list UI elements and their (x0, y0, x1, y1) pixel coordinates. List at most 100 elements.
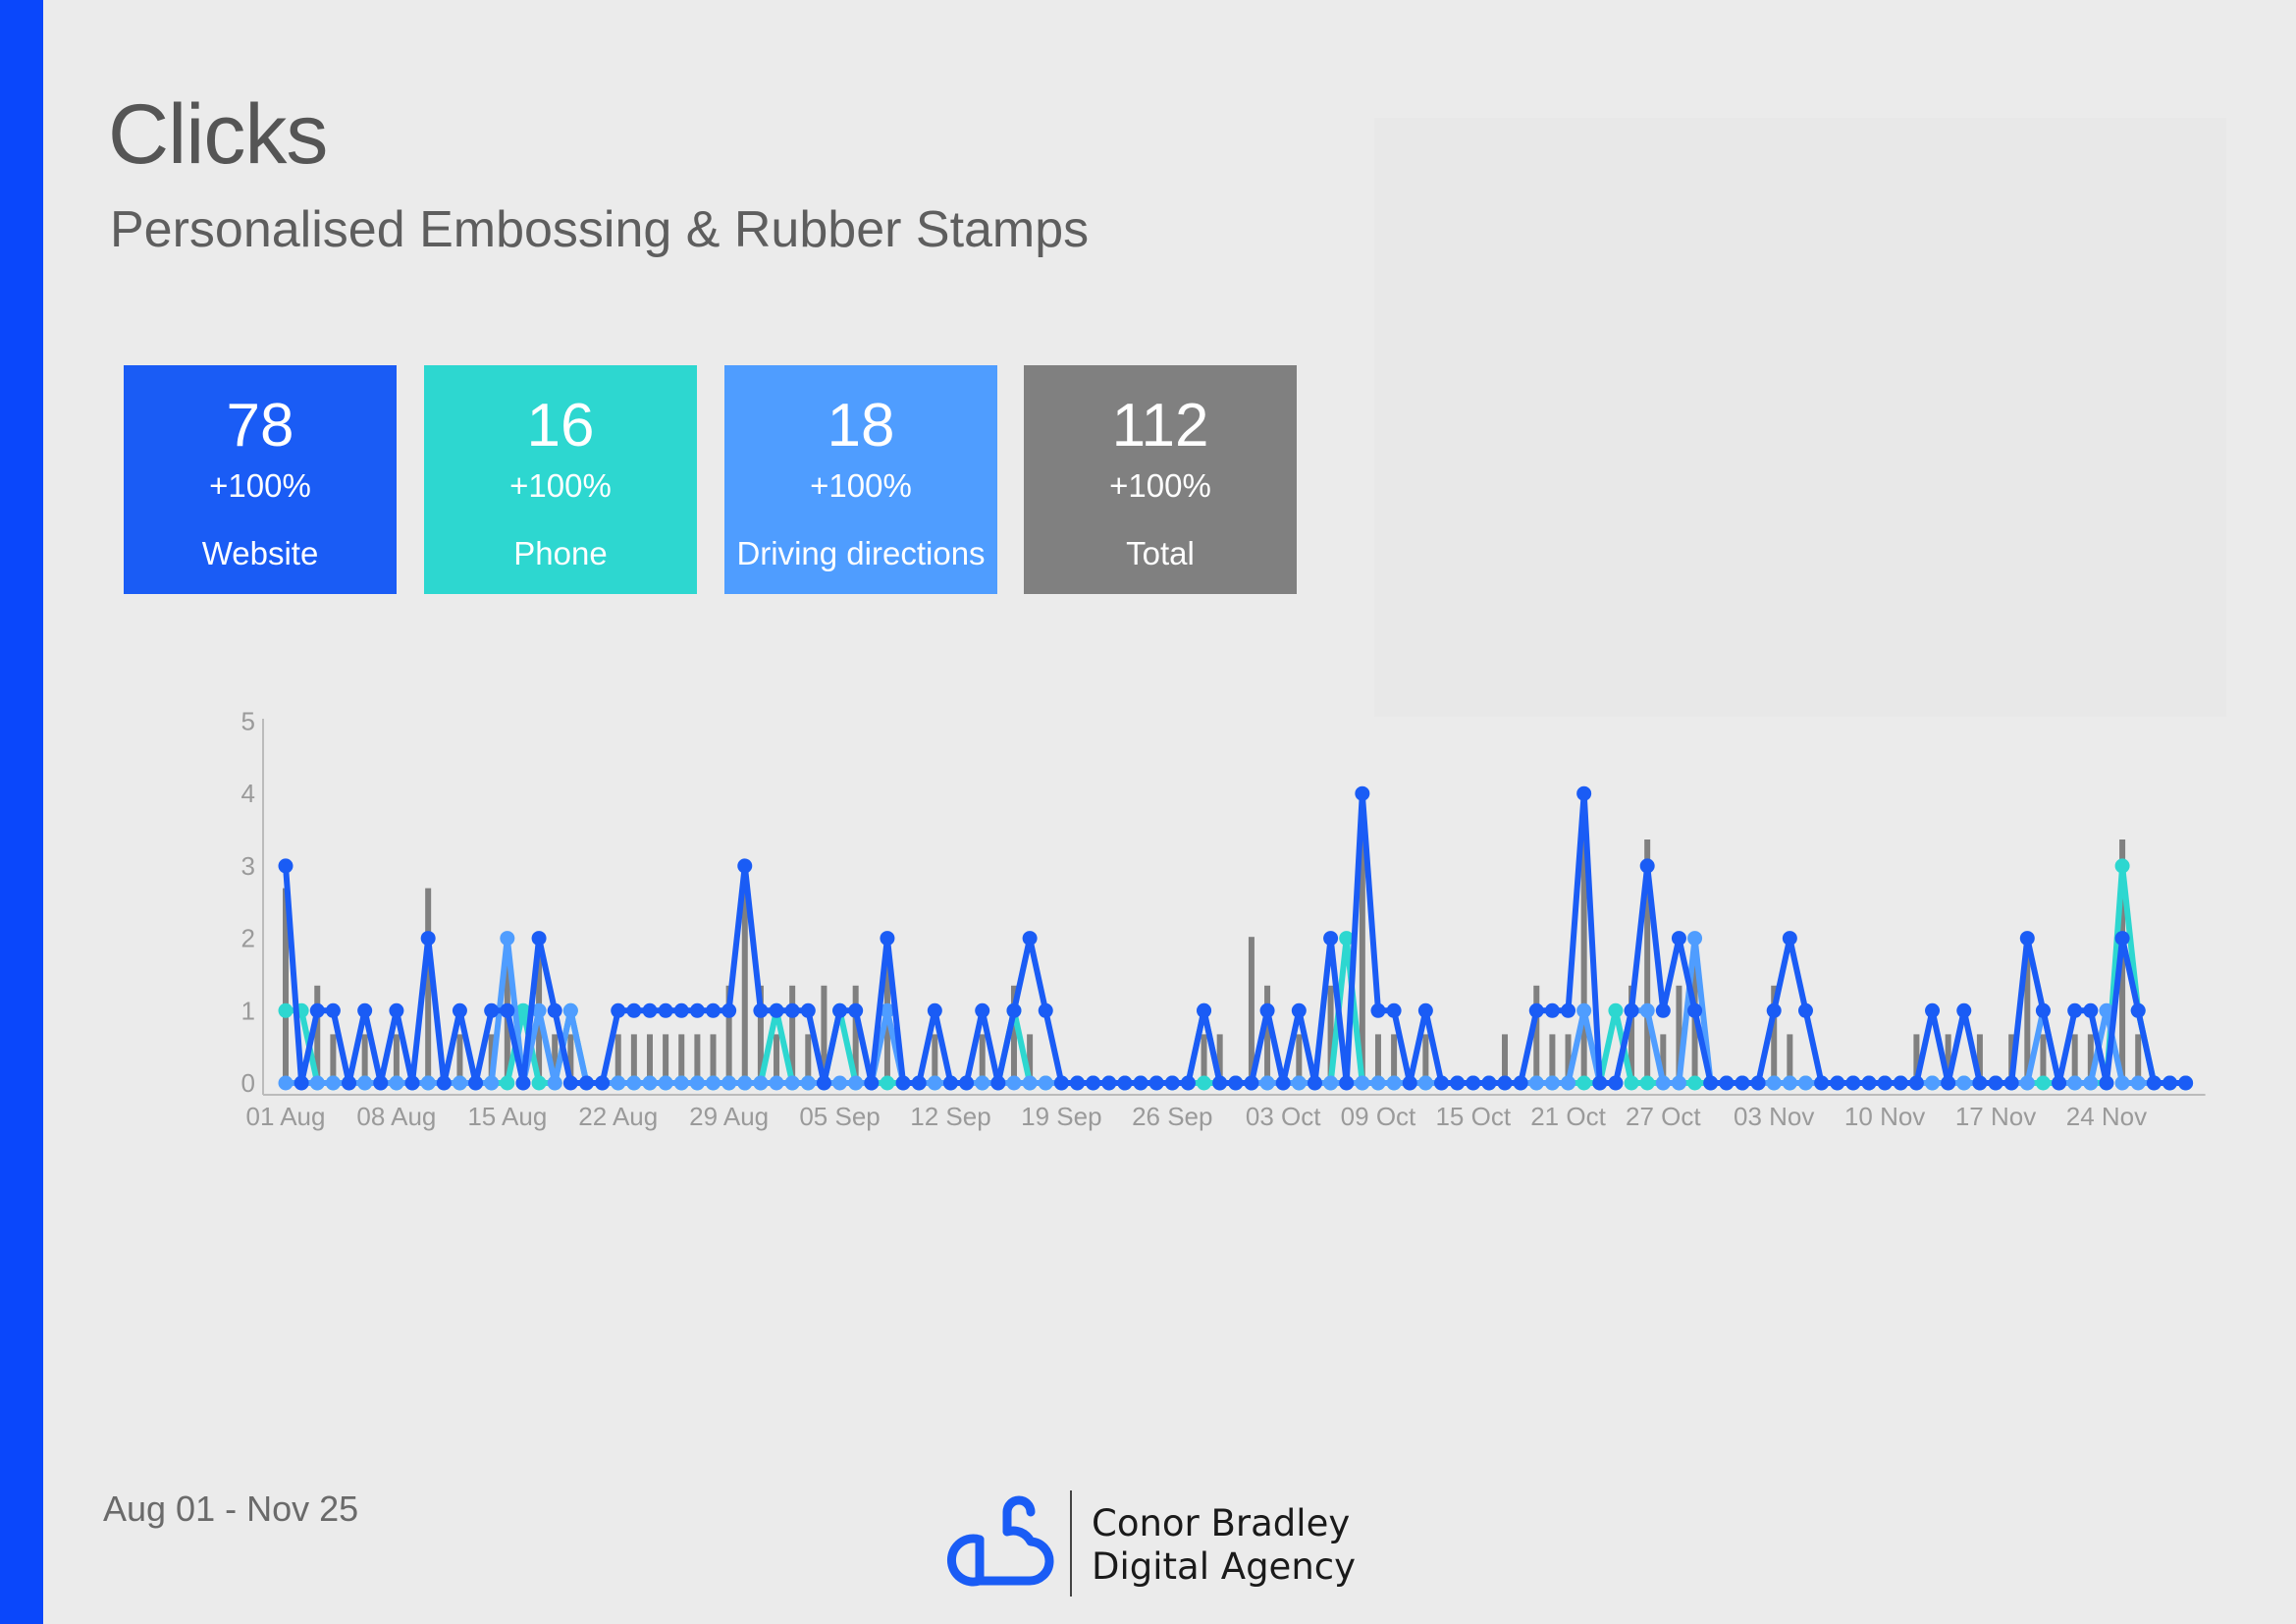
data-point (1259, 1002, 1275, 1018)
data-point (1639, 1075, 1655, 1091)
data-point (816, 1075, 831, 1091)
data-point (927, 1075, 942, 1091)
data-point (1197, 1075, 1212, 1091)
y-tick-label: 3 (241, 851, 255, 881)
data-point (2146, 1075, 2162, 1091)
data-point (404, 1075, 420, 1091)
data-point (848, 1075, 864, 1091)
total-change: +100% (1109, 467, 1211, 504)
data-point (1291, 1075, 1307, 1091)
bar (932, 1034, 938, 1083)
data-point (1687, 1075, 1703, 1091)
data-point (2130, 1002, 2146, 1018)
bar (1644, 839, 1651, 1083)
data-point (1925, 1075, 1941, 1091)
bar (552, 1034, 559, 1083)
data-point (342, 1075, 357, 1091)
data-point (721, 1075, 737, 1091)
data-point (1544, 1002, 1560, 1018)
driving-directions-change: +100% (810, 467, 912, 504)
data-point (1038, 1002, 1053, 1018)
bar (1216, 1034, 1223, 1083)
data-point (1814, 1075, 1830, 1091)
bar (1248, 937, 1255, 1083)
bar (663, 1034, 669, 1083)
data-point (1908, 1075, 1924, 1091)
data-point (420, 1075, 436, 1091)
page-subtitle: Personalised Embossing & Rubber Stamps (110, 201, 1090, 258)
bar (774, 1034, 780, 1083)
data-point (1608, 1075, 1624, 1091)
data-point (1307, 1075, 1322, 1091)
phone-count: 16 (526, 392, 595, 460)
data-point (1259, 1075, 1275, 1091)
data-point (1417, 1002, 1433, 1018)
data-point (1355, 1075, 1370, 1091)
bar (1629, 985, 1635, 1083)
data-point (1941, 1075, 1956, 1091)
data-point (1639, 1002, 1655, 1018)
data-point (309, 1002, 325, 1018)
data-point (1022, 1075, 1038, 1091)
data-point (531, 1075, 547, 1091)
x-tick-label: 05 Sep (799, 1102, 880, 1131)
y-tick-label: 1 (241, 996, 255, 1025)
data-point (1450, 1075, 1466, 1091)
data-point (1528, 1075, 1544, 1091)
data-point (1323, 1075, 1339, 1091)
data-point (1877, 1075, 1893, 1091)
data-point (1561, 1075, 1576, 1091)
x-tick-label: 26 Sep (1132, 1102, 1212, 1131)
data-point (1528, 1002, 1544, 1018)
data-point (753, 1075, 769, 1091)
data-point (278, 1075, 294, 1091)
data-point (800, 1075, 816, 1091)
data-point (1655, 1002, 1671, 1018)
data-point (1687, 1002, 1703, 1018)
data-point (769, 1002, 784, 1018)
data-point (500, 931, 515, 947)
data-point (737, 1075, 753, 1091)
data-point (642, 1075, 658, 1091)
bar (757, 985, 764, 1083)
data-point (1782, 1075, 1797, 1091)
bar (1201, 1034, 1207, 1083)
data-point (1925, 1002, 1941, 1018)
bar (678, 1034, 685, 1083)
data-point (1481, 1075, 1497, 1091)
data-point (1433, 1075, 1449, 1091)
data-point (1735, 1075, 1750, 1091)
y-tick-label: 4 (241, 779, 255, 808)
x-tick-label: 01 Aug (246, 1102, 326, 1131)
data-point (2083, 1002, 2099, 1018)
data-point (2130, 1075, 2146, 1091)
data-point (547, 1075, 562, 1091)
data-point (927, 1002, 942, 1018)
data-point (1386, 1002, 1402, 1018)
bar (2087, 1034, 2094, 1083)
data-point (1750, 1075, 1766, 1091)
data-point (784, 1075, 800, 1091)
y-tick-label: 2 (241, 924, 255, 953)
x-tick-label: 03 Oct (1246, 1102, 1321, 1131)
data-point (1513, 1075, 1528, 1091)
x-tick-label: 03 Nov (1734, 1102, 1814, 1131)
data-point (1561, 1002, 1576, 1018)
data-point (2099, 1075, 2114, 1091)
data-point (706, 1002, 721, 1018)
data-point (706, 1075, 721, 1091)
data-point (1497, 1075, 1513, 1091)
bar (1549, 1034, 1556, 1083)
bar (1787, 1034, 1793, 1083)
bar (710, 1034, 717, 1083)
total-count: 112 (1111, 392, 1209, 460)
cb-cloud-logo-icon (946, 1495, 1054, 1587)
data-point (832, 1075, 848, 1091)
data-point (1655, 1075, 1671, 1091)
data-point (1291, 1002, 1307, 1018)
data-point (1370, 1075, 1386, 1091)
data-point (689, 1075, 705, 1091)
data-point (1466, 1075, 1481, 1091)
data-point (1053, 1075, 1069, 1091)
bar (1533, 985, 1540, 1083)
